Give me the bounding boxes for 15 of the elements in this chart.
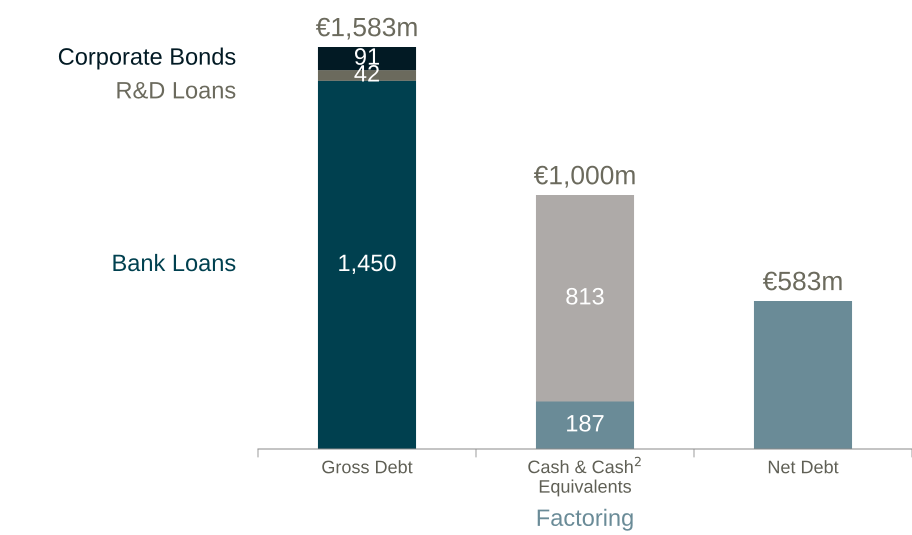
x-tick-label: Cash & Cash$^{2}$ Equivalents — [528, 456, 641, 496]
x-tick-label: Gross Debt — [322, 460, 413, 474]
total-label: €1,000m — [534, 166, 635, 188]
text: Bank Loans — [113, 254, 236, 272]
data-label: 813 — [566, 288, 604, 305]
x-tick-label: Net Debt — [768, 460, 838, 474]
data-label: 42 — [354, 65, 379, 82]
data-label: 187 — [567, 414, 604, 432]
total-label: €1,583m — [316, 18, 417, 40]
total-label: €583m — [762, 272, 842, 290]
text: Factoring — [538, 508, 633, 531]
data-label: 91 — [354, 48, 379, 65]
data-label: 1,450 — [339, 254, 396, 274]
text: R&D Loans — [117, 82, 236, 99]
text: Corporate Bonds — [58, 48, 236, 70]
